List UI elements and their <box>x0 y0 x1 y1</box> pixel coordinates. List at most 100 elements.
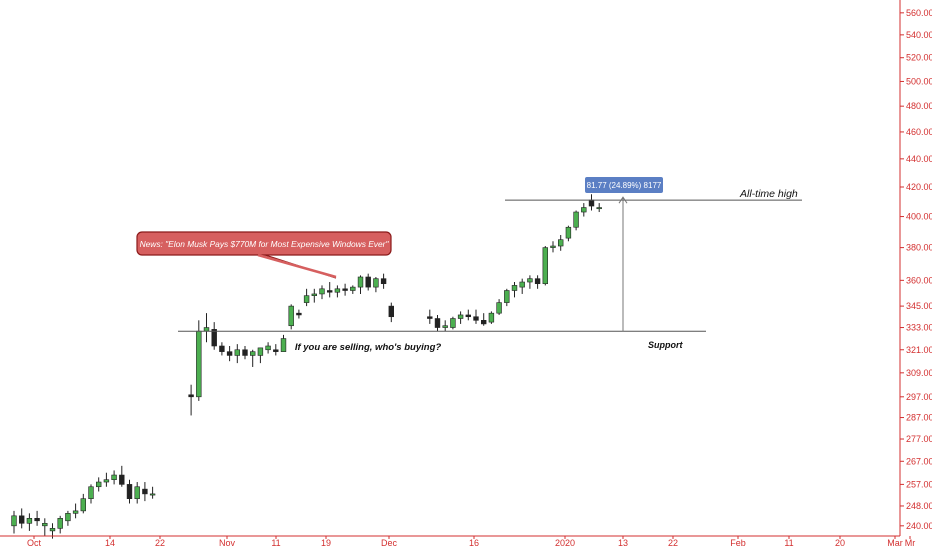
candle-body-up <box>265 345 271 351</box>
candle <box>11 510 17 534</box>
candle-body-down <box>365 276 371 288</box>
candle <box>350 285 356 294</box>
candle <box>149 486 156 499</box>
candle-body-down <box>18 515 25 524</box>
candle <box>342 283 348 296</box>
candle-body-down <box>273 349 279 352</box>
candle <box>265 342 271 354</box>
candle-body-down <box>326 290 333 293</box>
candle-body-up <box>111 474 117 480</box>
measure-arrowhead <box>618 196 628 204</box>
candle <box>111 470 117 485</box>
price-tick-label: 420.00 <box>906 182 932 192</box>
time-tick-label: 11 <box>271 538 280 548</box>
candle <box>319 285 325 300</box>
candle-body-up <box>373 278 379 288</box>
candle-body-down <box>211 329 217 347</box>
candle <box>126 479 133 504</box>
candle <box>480 313 487 326</box>
candle <box>457 311 464 324</box>
candle <box>388 302 394 323</box>
price-axis: 560.00 540.00 520.00 500.00 480.00 460.00 440.… <box>899 0 932 536</box>
price-tick-label: 345.00 <box>906 301 932 311</box>
candle-body-up <box>280 338 287 352</box>
candle <box>196 320 202 401</box>
price-tick-label: 480.00 <box>906 101 932 111</box>
price-tick-label: 297.00 <box>906 392 932 402</box>
price-tick-label: 560.00 <box>906 8 932 18</box>
candle <box>234 344 240 364</box>
candle-body-up <box>196 330 202 398</box>
candle-body-up <box>542 247 549 285</box>
candle-body-down <box>188 394 194 398</box>
time-tick-label: Nov <box>219 538 236 548</box>
candle-body-down <box>434 318 441 328</box>
time-tick-label: Mr <box>905 538 916 548</box>
candle-body-up <box>234 349 240 356</box>
candle <box>65 510 71 526</box>
candle-body-up <box>557 239 564 247</box>
candles-layer <box>11 194 602 539</box>
candle-body-up <box>496 302 502 314</box>
time-axis: Oct 14 22 Nov 11 19 Dec 16 2020 13 22 Feb 11 20 Mar Mr <box>0 535 916 548</box>
time-tick-label: 2020 <box>555 538 575 548</box>
time-tick-label: 22 <box>155 538 165 548</box>
time-tick-label: 20 <box>835 538 845 548</box>
candle-body-up <box>573 211 579 228</box>
candle-body-down <box>588 199 595 207</box>
price-tick-label: 360.00 <box>906 275 932 285</box>
candle <box>188 384 194 416</box>
candle-body-up <box>257 347 264 356</box>
candle <box>450 316 456 330</box>
price-tick-label: 380.00 <box>906 243 932 253</box>
candle-body-up <box>357 276 364 288</box>
time-tick-label: 14 <box>105 538 115 548</box>
candle <box>557 234 564 251</box>
candle-body-up <box>565 226 572 239</box>
candle <box>226 346 233 362</box>
candle <box>519 278 525 294</box>
price-tick-label: 460.00 <box>906 127 932 137</box>
price-tick-label: 277.00 <box>906 434 932 444</box>
candle <box>280 334 287 352</box>
candle <box>211 322 217 350</box>
levels-layer <box>178 196 802 332</box>
support-note: If you are selling, who's buying? <box>295 342 442 353</box>
candle <box>288 304 294 330</box>
candle <box>103 472 110 487</box>
candle <box>303 288 310 307</box>
measure-label[interactable]: 81.77 (24.89%) 8177 <box>585 177 663 193</box>
candle-body-up <box>96 481 102 488</box>
news-callout[interactable]: News: "Elon Musk Pays $770M for Most Exp… <box>136 231 392 279</box>
candle-body-down <box>465 314 471 318</box>
time-tick-label: Mar <box>887 538 903 548</box>
candle-body-down <box>473 316 479 321</box>
candle <box>496 299 502 315</box>
measure-text: 81.77 (24.89%) 8177 <box>587 181 662 190</box>
candle-body-up <box>311 293 317 296</box>
price-tick-label: 520.00 <box>906 53 932 63</box>
time-tick-label: 19 <box>321 538 331 548</box>
candle <box>565 225 572 242</box>
candle-body-down <box>142 488 148 495</box>
time-tick-label: Feb <box>730 538 746 548</box>
price-tick-label: 287.00 <box>906 413 932 423</box>
candle <box>373 276 379 293</box>
time-tick-label: 13 <box>618 538 628 548</box>
time-tick-label: 16 <box>469 538 479 548</box>
candle <box>434 314 441 332</box>
candle <box>18 508 25 529</box>
candle <box>96 477 102 492</box>
candle-body-down <box>219 345 225 352</box>
candle-body-up <box>550 245 556 248</box>
candle <box>442 320 448 332</box>
candle <box>357 275 364 294</box>
candle-body-up <box>442 325 448 328</box>
candle <box>311 288 317 303</box>
time-tick-label: 11 <box>784 538 793 548</box>
candle <box>542 246 549 286</box>
candle <box>588 194 595 211</box>
candle-body-down <box>388 305 394 318</box>
